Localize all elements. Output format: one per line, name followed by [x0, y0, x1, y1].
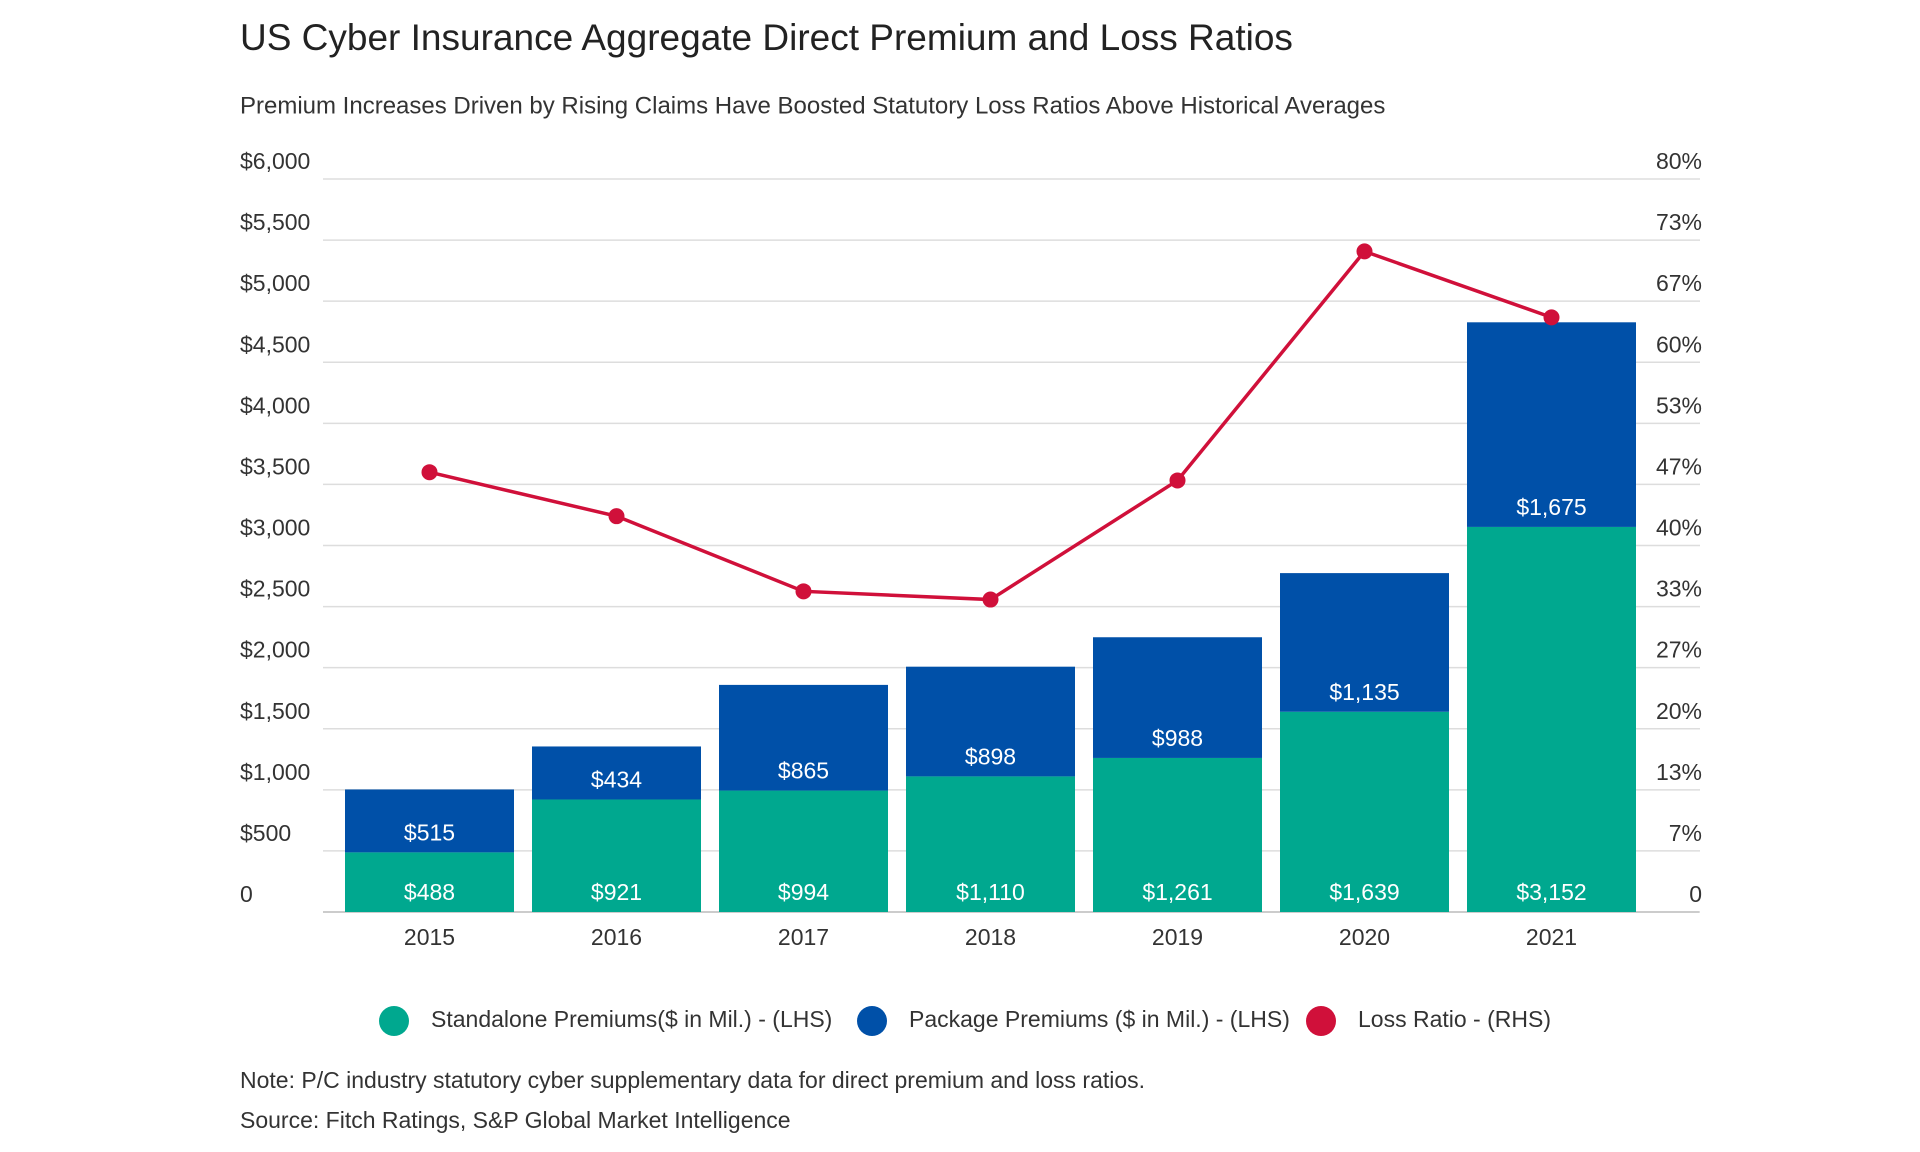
y2-tick-label: 60%: [1656, 331, 1702, 357]
value-label: $1,110: [956, 879, 1025, 905]
line: [429, 249, 1553, 602]
y2-tick-label: 67%: [1656, 270, 1702, 296]
value-label: $1,261: [1142, 879, 1212, 905]
x-tick-label: 2016: [591, 924, 642, 950]
point: [1356, 243, 1373, 260]
value-label: $921: [591, 879, 642, 905]
y-tick-label: $3,000: [240, 515, 310, 541]
bar-segment: [906, 776, 1075, 912]
note: Note: P/C industry statutory cyber suppl…: [240, 1067, 1145, 1093]
point: [421, 464, 438, 481]
x-tick-label: 2015: [404, 924, 455, 950]
x-tick-label: 2020: [1339, 924, 1390, 950]
y-tick-label: 0: [240, 881, 253, 907]
source: Source: Fitch Ratings, S&P Global Market…: [240, 1107, 791, 1133]
y2-tick-label: 40%: [1656, 515, 1702, 541]
legend-label: Loss Ratio - (RHS): [1358, 1006, 1551, 1032]
value-label: $1,675: [1516, 494, 1586, 520]
value-label: $515: [404, 819, 455, 845]
point: [982, 591, 999, 608]
value-label: $1,639: [1329, 879, 1399, 905]
y-tick-label: $6,000: [240, 148, 310, 174]
bar-segment: [1280, 711, 1449, 912]
y2-tick-label: 53%: [1656, 392, 1702, 418]
point: [1543, 309, 1560, 326]
value-label: $434: [591, 767, 642, 793]
value-label: $994: [778, 879, 829, 905]
y2-tick-label: 80%: [1656, 148, 1702, 174]
y-tick-label: $3,500: [240, 453, 310, 479]
y-tick-label: $2,000: [240, 637, 310, 663]
x-tick-label: 2017: [778, 924, 829, 950]
y-tick-label: $4,000: [240, 392, 310, 418]
bar-segment: [345, 789, 514, 853]
value-label: $865: [778, 758, 829, 784]
value-label: $488: [404, 879, 455, 905]
bar-segment: [345, 852, 514, 912]
bar-segment: [1093, 757, 1262, 912]
bar-segment: [532, 746, 701, 800]
value-label: $898: [965, 743, 1016, 769]
y2-tick-label: 7%: [1669, 820, 1702, 846]
legend-label: Package Premiums ($ in Mil.) - (LHS): [909, 1006, 1290, 1032]
y-tick-label: $5,500: [240, 209, 310, 235]
value-label: $3,152: [1516, 879, 1586, 905]
y2-tick-label: 47%: [1656, 453, 1702, 479]
y2-tick-label: 73%: [1656, 209, 1702, 235]
y2-tick-label: 20%: [1656, 698, 1702, 724]
bar-segment: [1280, 573, 1449, 712]
y-tick-label: $500: [240, 820, 291, 846]
legend-marker: [857, 1006, 887, 1036]
value-label: $1,135: [1329, 679, 1399, 705]
legend-label: Standalone Premiums($ in Mil.) - (LHS): [431, 1006, 832, 1032]
value-label: $988: [1152, 725, 1203, 751]
bar-segment: [532, 799, 701, 912]
bar-segment: [1467, 526, 1636, 912]
x-tick-label: 2018: [965, 924, 1016, 950]
bar-segment: [906, 666, 1075, 777]
y2-tick-label: 0: [1689, 881, 1702, 907]
point: [1169, 472, 1186, 489]
legend-marker: [1306, 1006, 1336, 1036]
bar-segment: [1093, 637, 1262, 758]
chart-title: US Cyber Insurance Aggregate Direct Prem…: [240, 17, 1293, 58]
chart-subtitle: Premium Increases Driven by Rising Claim…: [240, 92, 1385, 119]
x-tick-label: 2019: [1152, 924, 1203, 950]
y-tick-label: $1,500: [240, 698, 310, 724]
point: [608, 508, 625, 525]
bar-segment: [1467, 322, 1636, 527]
y-tick-label: $1,000: [240, 759, 310, 785]
y-tick-label: $5,000: [240, 270, 310, 296]
y-tick-label: $4,500: [240, 331, 310, 357]
x-tick-label: 2021: [1526, 924, 1577, 950]
legend-marker: [379, 1006, 409, 1036]
y2-tick-label: 13%: [1656, 759, 1702, 785]
y-tick-label: $2,500: [240, 576, 310, 602]
bar-segment: [719, 790, 888, 912]
y2-tick-label: 33%: [1656, 576, 1702, 602]
bar-segment: [719, 684, 888, 791]
point: [795, 583, 812, 600]
y2-tick-label: 27%: [1656, 637, 1702, 663]
